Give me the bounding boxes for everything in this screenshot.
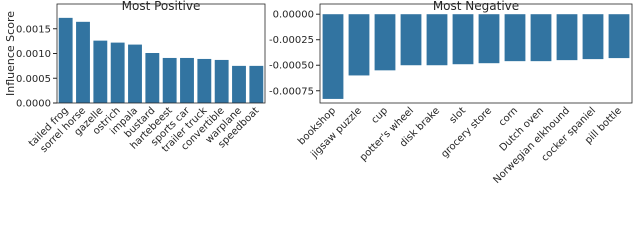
bar [452,14,474,65]
y-tick-label: 0.0010 [16,49,51,60]
bar [76,21,90,103]
chart-title: Most Negative [433,0,519,13]
bar [530,14,552,62]
bar [232,65,246,103]
plot-frame [56,3,266,104]
x-tick-label: slot [448,105,469,126]
chart-title: Most Positive [122,0,201,13]
bar [348,14,370,76]
figure: Most Positive Influence Score 0.0000 0.0005… [4,0,633,186]
bar [110,42,125,103]
plot-frame [319,3,633,104]
bar [504,14,526,62]
bar [180,57,194,103]
bar [582,14,604,60]
bar [478,14,500,64]
bar [426,14,448,66]
bar [400,14,422,66]
bar [374,14,396,71]
y-tick-label: -0.00075 [269,86,314,97]
bar [197,58,212,103]
bar [322,14,344,99]
bar [93,40,108,103]
bar [145,53,160,103]
bar [214,59,229,103]
x-tick-label: cup [369,105,390,126]
bar [608,14,630,59]
bar [162,57,177,103]
bar [128,44,142,103]
y-tick-label: 0.00000 [273,10,314,21]
y-tick-label: -0.00050 [269,61,314,72]
bar [58,17,73,103]
y-axis-label: Influence Score [4,11,17,96]
bar [249,65,264,103]
y-tick-label: -0.00025 [269,35,314,46]
y-tick-label: 0.0015 [16,24,51,35]
x-tick-label: corn [497,105,520,128]
y-tick-label: 0.0000 [16,99,51,110]
bar [556,14,578,61]
y-tick-label: 0.0005 [16,74,51,85]
